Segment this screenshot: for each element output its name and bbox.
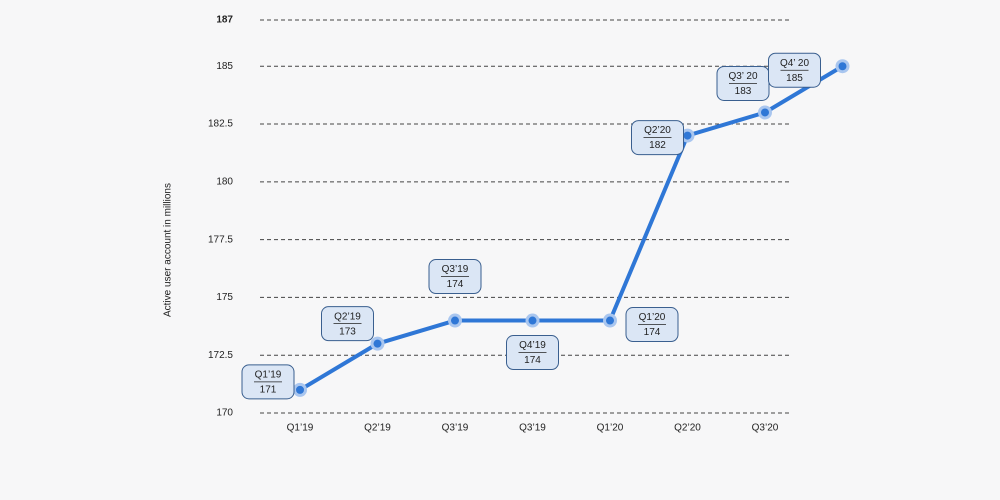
y-tick-label: 182.5 xyxy=(208,119,233,130)
callout-label: Q4’19 xyxy=(519,340,546,351)
point xyxy=(761,108,769,117)
callout-label: Q1’20 xyxy=(639,312,666,323)
y-tick-label: 177.5 xyxy=(208,234,233,245)
data-label: 173 xyxy=(339,326,356,337)
point xyxy=(373,339,382,348)
point xyxy=(451,316,459,325)
callout-label: Q3’19 xyxy=(442,264,469,275)
point xyxy=(683,131,692,140)
point xyxy=(606,316,614,325)
y-tick-label: 185 xyxy=(216,61,233,72)
callout-label: Q1’19 xyxy=(255,370,282,381)
y-axis-label: Active user account in millions xyxy=(163,183,174,317)
x-tick-label: Q3’19 xyxy=(442,423,469,434)
x-tick-label: Q2’20 xyxy=(674,423,701,434)
point xyxy=(296,385,304,394)
callout-label: Q2’19 xyxy=(334,311,361,322)
x-tick-label: Q1’20 xyxy=(597,423,624,434)
y-tick-label: 175 xyxy=(216,292,233,303)
callout-label: Q3’ 20 xyxy=(728,71,758,82)
data-label: 174 xyxy=(447,279,464,290)
y-tick-label: 172.5 xyxy=(208,350,233,361)
data-label: 183 xyxy=(735,86,752,97)
y-tick-label: 187 xyxy=(216,15,233,26)
x-tick-label: Q3’19 xyxy=(519,423,546,434)
point xyxy=(838,62,847,71)
x-tick-label: Q3’20 xyxy=(752,423,779,434)
y-tick-label: 180 xyxy=(216,176,233,187)
x-tick-label: Q1’19 xyxy=(287,423,314,434)
data-label: 171 xyxy=(260,385,277,396)
data-label: 174 xyxy=(524,355,541,366)
data-label: 182 xyxy=(649,140,666,151)
data-label: 185 xyxy=(786,73,803,84)
callout-label: Q4’ 20 xyxy=(780,58,810,69)
x-tick-label: Q2’19 xyxy=(364,423,391,434)
callout-label: Q2’20 xyxy=(644,125,671,136)
point xyxy=(528,316,537,325)
y-tick-label: 170 xyxy=(216,408,233,419)
line xyxy=(298,64,844,392)
data-label: 174 xyxy=(644,327,661,338)
